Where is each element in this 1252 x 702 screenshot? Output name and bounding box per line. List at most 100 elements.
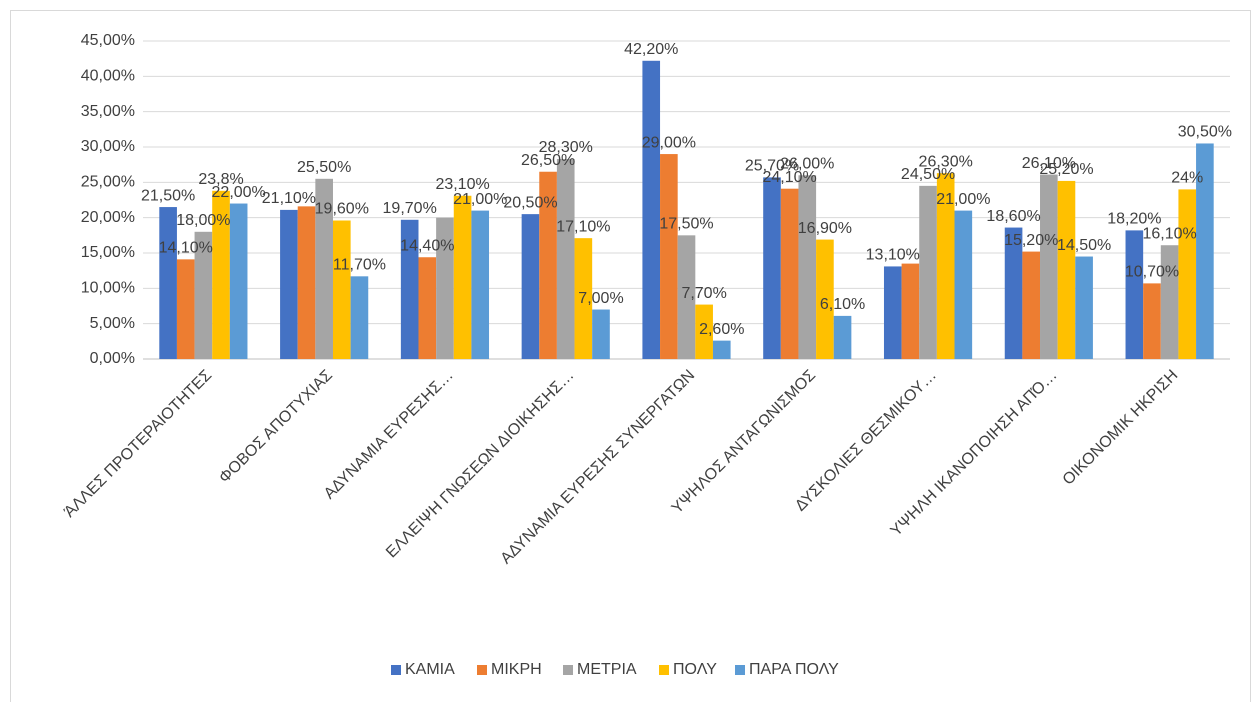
data-label: 2,60%	[699, 321, 744, 338]
y-tick-label: 40,00%	[81, 68, 135, 85]
data-label: 10,70%	[1125, 264, 1179, 281]
data-label: 23,8%	[198, 171, 243, 188]
data-label: 42,20%	[624, 41, 678, 58]
bar	[350, 276, 369, 359]
bar	[1040, 174, 1058, 359]
legend-label: ΜΕΤΡΙΑ	[577, 661, 637, 678]
bar	[471, 210, 490, 359]
bar	[1022, 251, 1041, 359]
bar	[574, 238, 593, 359]
bar	[176, 259, 195, 359]
bar	[1196, 143, 1214, 359]
bar	[1004, 227, 1023, 359]
bar	[936, 173, 955, 359]
data-label: 26,30%	[919, 153, 973, 170]
bar	[695, 304, 713, 359]
data-label: 14,50%	[1057, 237, 1111, 254]
y-tick-label: 30,00%	[81, 138, 135, 155]
bar	[763, 177, 781, 359]
bar	[919, 185, 937, 359]
bar	[1075, 256, 1093, 359]
data-label: 17,10%	[556, 218, 610, 235]
bar	[194, 231, 213, 359]
data-label: 13,10%	[866, 247, 920, 264]
bar	[660, 154, 678, 359]
data-label: 7,70%	[681, 285, 726, 302]
bar	[798, 175, 817, 359]
data-label: 20,50%	[503, 194, 557, 211]
bar	[1160, 245, 1179, 359]
bar	[418, 257, 437, 359]
legend-swatch	[477, 665, 487, 675]
legend-swatch	[735, 665, 745, 675]
data-label: 23,10%	[435, 176, 489, 193]
data-label: 15,20%	[1004, 232, 1058, 249]
x-tick-label: ΥΨΗΛΟΣ ΑΝΤΑΓΩΝΙΣΜΟΣ	[669, 367, 819, 517]
data-label: 25,50%	[297, 159, 351, 176]
bar	[592, 309, 610, 359]
data-label: 25,70%	[745, 158, 799, 175]
data-label: 17,50%	[659, 216, 713, 233]
bar	[521, 214, 540, 359]
data-label: 16,90%	[798, 220, 852, 237]
legend-swatch	[391, 665, 401, 675]
data-label: 29,00%	[642, 134, 696, 151]
data-label: 21,00%	[453, 191, 507, 208]
data-label: 18,20%	[1107, 211, 1161, 228]
bar	[883, 266, 902, 359]
data-label: 26,50%	[521, 152, 575, 169]
bar	[280, 209, 298, 359]
legend-label: ΜΙΚΡΗ	[491, 661, 542, 678]
x-tick-label: ΕΛΛΕΙΨΗ ΓΝΩΣΕΩΝ ΔΙΟΙΚΗΣΗΣ…	[383, 367, 578, 562]
data-label: 6,10%	[820, 296, 865, 313]
data-label: 25,20%	[1039, 161, 1093, 178]
data-label: 7,00%	[578, 290, 623, 307]
bar	[229, 203, 248, 359]
bar	[539, 171, 557, 359]
bar	[1125, 230, 1144, 359]
legend-label: ΚΑΜΙΑ	[405, 661, 455, 678]
bar	[159, 207, 177, 359]
y-tick-label: 35,00%	[81, 103, 135, 120]
bar	[712, 340, 731, 359]
legend-swatch	[563, 665, 573, 675]
data-label: 30,50%	[1178, 124, 1232, 141]
bar	[1178, 189, 1197, 359]
chart-border	[10, 10, 1251, 702]
data-label: 24,10%	[763, 169, 817, 186]
x-tick-label: ΟΙΚΟΝΟΜΙΚ ΗΚΡΙΣΗ	[1060, 367, 1182, 489]
y-tick-label: 45,00%	[81, 32, 135, 49]
data-label: 22,00%	[212, 184, 266, 201]
bar	[297, 206, 316, 359]
bar	[833, 315, 852, 359]
bar	[315, 178, 333, 359]
bar	[400, 219, 419, 359]
data-label: 14,10%	[159, 240, 213, 257]
legend-swatch	[659, 665, 669, 675]
data-label: 14,40%	[400, 237, 454, 254]
data-label: 28,30%	[539, 139, 593, 156]
bar	[677, 235, 696, 359]
y-tick-label: 20,00%	[81, 209, 135, 226]
bar	[212, 190, 230, 359]
bar	[332, 220, 351, 359]
x-tick-label: ΦΟΒΟΣ ΑΠΟΤΥΧΙΑΣ	[216, 367, 336, 487]
bar	[816, 239, 834, 359]
x-tick-label: ΑΔΥΝΑΜΙΑ ΕΥΡΕΣΗΣ…	[321, 367, 457, 503]
data-label: 19,70%	[383, 200, 437, 217]
data-label: 21,50%	[141, 187, 195, 204]
bar	[901, 263, 920, 359]
x-tick-label: ΔΥΣΚΟΛΙΕΣ ΘΕΣΜΙΚΟΥ…	[792, 367, 940, 515]
data-label: 18,60%	[986, 208, 1040, 225]
data-label: 11,70%	[333, 257, 386, 274]
bar	[642, 60, 661, 359]
bar	[436, 217, 454, 359]
y-tick-label: 15,00%	[81, 244, 135, 261]
data-label: 21,10%	[262, 190, 316, 207]
y-tick-label: 5,00%	[90, 315, 135, 332]
y-tick-label: 10,00%	[81, 280, 135, 297]
data-label: 18,00%	[176, 212, 230, 229]
data-label: 19,60%	[315, 201, 369, 218]
y-tick-label: 25,00%	[81, 174, 135, 191]
